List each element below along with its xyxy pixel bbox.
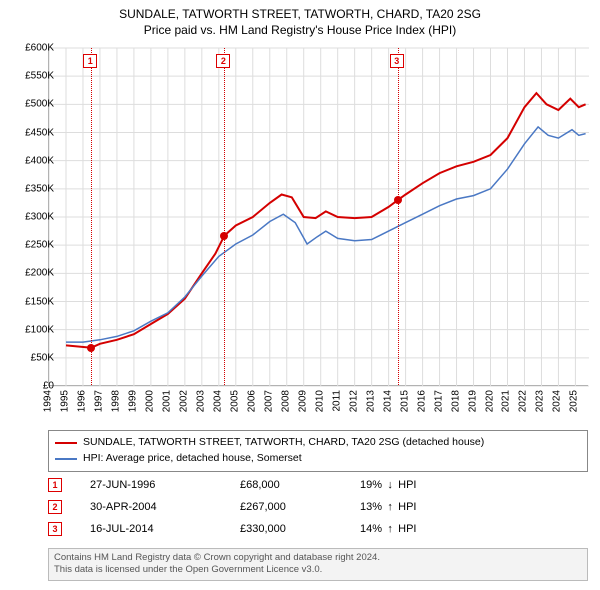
x-axis-label: 2018 bbox=[450, 390, 461, 412]
transaction-vline bbox=[224, 48, 225, 385]
y-axis-label: £250K bbox=[25, 240, 54, 251]
x-axis-label: 2000 bbox=[144, 390, 155, 412]
chart-lines bbox=[49, 48, 589, 386]
transaction-date: 27-JUN-1996 bbox=[90, 479, 240, 491]
transaction-point bbox=[220, 232, 228, 240]
y-axis-label: £550K bbox=[25, 71, 54, 82]
legend-swatch-property bbox=[55, 442, 77, 444]
x-axis-label: 1996 bbox=[76, 390, 87, 412]
x-axis-label: 2024 bbox=[552, 390, 563, 412]
y-axis-label: £300K bbox=[25, 212, 54, 223]
chart-title-1: SUNDALE, TATWORTH STREET, TATWORTH, CHAR… bbox=[0, 6, 600, 22]
x-axis-label: 2019 bbox=[467, 390, 478, 412]
x-axis-label: 2003 bbox=[195, 390, 206, 412]
transaction-point bbox=[394, 196, 402, 204]
transactions-table: 1 27-JUN-1996£68,00019% ↓ HPI 2 30-APR-2004… bbox=[48, 474, 416, 540]
chart-plot-area bbox=[48, 48, 588, 386]
transaction-row-marker: 2 bbox=[48, 500, 62, 514]
transaction-delta: 13% ↑ HPI bbox=[360, 501, 416, 513]
footer-attribution: Contains HM Land Registry data © Crown c… bbox=[48, 548, 588, 581]
x-axis-label: 2002 bbox=[178, 390, 189, 412]
y-axis-label: £350K bbox=[25, 183, 54, 194]
x-axis-label: 2015 bbox=[399, 390, 410, 412]
chart-title-2: Price paid vs. HM Land Registry's House … bbox=[0, 22, 600, 38]
transaction-row: 3 16-JUL-2014£330,00014% ↑ HPI bbox=[48, 518, 416, 540]
y-axis-label: £400K bbox=[25, 155, 54, 166]
x-axis-label: 2013 bbox=[365, 390, 376, 412]
x-axis-label: 2010 bbox=[314, 390, 325, 412]
x-axis-label: 2020 bbox=[484, 390, 495, 412]
transaction-marker: 1 bbox=[83, 54, 97, 68]
transaction-date: 30-APR-2004 bbox=[90, 501, 240, 513]
transaction-vline bbox=[398, 48, 399, 385]
x-axis-label: 1994 bbox=[43, 390, 54, 412]
y-axis-label: £100K bbox=[25, 324, 54, 335]
series-property bbox=[66, 93, 586, 348]
transaction-vline bbox=[91, 48, 92, 385]
y-axis-label: £450K bbox=[25, 127, 54, 138]
transaction-price: £68,000 bbox=[240, 479, 360, 491]
x-axis-label: 2022 bbox=[518, 390, 529, 412]
x-axis-label: 2007 bbox=[263, 390, 274, 412]
x-axis-label: 2023 bbox=[535, 390, 546, 412]
footer-line-1: Contains HM Land Registry data © Crown c… bbox=[54, 552, 582, 564]
x-axis-label: 2009 bbox=[297, 390, 308, 412]
x-axis-label: 2005 bbox=[229, 390, 240, 412]
x-axis-label: 1995 bbox=[59, 390, 70, 412]
transaction-row: 2 30-APR-2004£267,00013% ↑ HPI bbox=[48, 496, 416, 518]
x-axis-label: 2021 bbox=[501, 390, 512, 412]
transaction-row-marker: 1 bbox=[48, 478, 62, 492]
legend-label-property: SUNDALE, TATWORTH STREET, TATWORTH, CHAR… bbox=[83, 435, 484, 451]
x-axis-label: 1999 bbox=[127, 390, 138, 412]
x-axis-label: 2006 bbox=[246, 390, 257, 412]
transaction-delta: 14% ↑ HPI bbox=[360, 523, 416, 535]
y-axis-label: £600K bbox=[25, 43, 54, 54]
y-axis-label: £50K bbox=[31, 352, 54, 363]
legend-swatch-hpi bbox=[55, 458, 77, 460]
transaction-point bbox=[87, 344, 95, 352]
footer-line-2: This data is licensed under the Open Gov… bbox=[54, 564, 582, 576]
transaction-row: 1 27-JUN-1996£68,00019% ↓ HPI bbox=[48, 474, 416, 496]
y-axis-label: £500K bbox=[25, 99, 54, 110]
x-axis-label: 2014 bbox=[382, 390, 393, 412]
x-axis-label: 2016 bbox=[416, 390, 427, 412]
y-axis-label: £200K bbox=[25, 268, 54, 279]
transaction-price: £330,000 bbox=[240, 523, 360, 535]
x-axis-label: 2008 bbox=[280, 390, 291, 412]
x-axis-label: 2017 bbox=[433, 390, 444, 412]
x-axis-label: 2004 bbox=[212, 390, 223, 412]
legend-label-hpi: HPI: Average price, detached house, Some… bbox=[83, 451, 302, 467]
transaction-marker: 2 bbox=[216, 54, 230, 68]
transaction-date: 16-JUL-2014 bbox=[90, 523, 240, 535]
y-axis-label: £150K bbox=[25, 296, 54, 307]
transaction-row-marker: 3 bbox=[48, 522, 62, 536]
transaction-delta: 19% ↓ HPI bbox=[360, 479, 416, 491]
x-axis-label: 2025 bbox=[569, 390, 580, 412]
transaction-price: £267,000 bbox=[240, 501, 360, 513]
transaction-marker: 3 bbox=[390, 54, 404, 68]
x-axis-label: 2012 bbox=[348, 390, 359, 412]
series-hpi bbox=[66, 127, 586, 342]
legend: SUNDALE, TATWORTH STREET, TATWORTH, CHAR… bbox=[48, 430, 588, 472]
x-axis-label: 2001 bbox=[161, 390, 172, 412]
x-axis-label: 1998 bbox=[110, 390, 121, 412]
x-axis-label: 2011 bbox=[331, 390, 342, 412]
x-axis-label: 1997 bbox=[93, 390, 104, 412]
